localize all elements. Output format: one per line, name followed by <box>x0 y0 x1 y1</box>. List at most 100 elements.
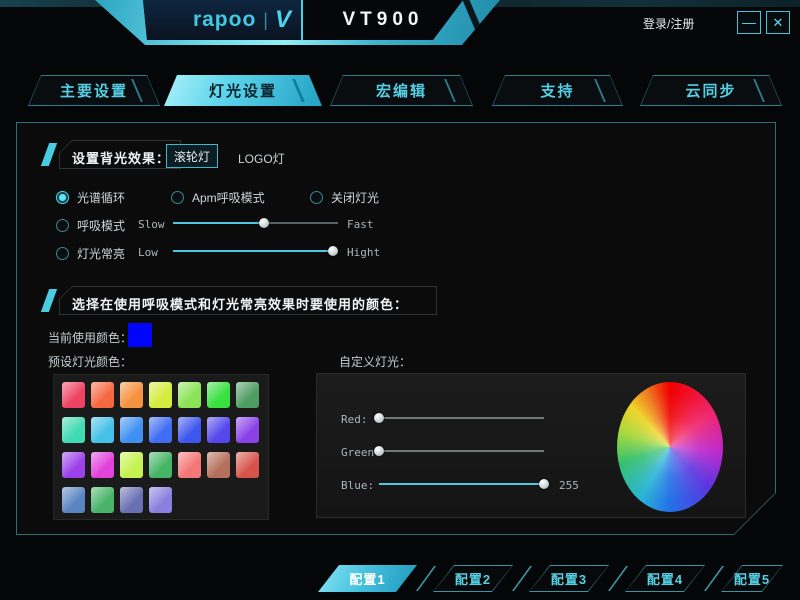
close-button[interactable]: ✕ <box>766 11 790 34</box>
radio-label: Apm呼吸模式 <box>192 191 265 205</box>
radio-spectrum-cycle[interactable] <box>56 191 69 204</box>
preset-color-swatch[interactable] <box>178 417 201 443</box>
color-wheel[interactable] <box>617 382 723 512</box>
tab-cloud-sync[interactable]: 云同步 <box>640 75 782 106</box>
breath-speed-slider[interactable] <box>173 217 338 229</box>
preset-colors-label: 预设灯光颜色： <box>48 355 133 369</box>
preset-color-swatch[interactable] <box>149 417 172 443</box>
preset-color-swatch[interactable] <box>120 382 143 408</box>
content-panel: 设置背光效果： 滚轮灯 LOGO灯 光谱循环 Apm呼吸模式 关闭灯光 呼吸模式… <box>17 123 775 534</box>
preset-color-grid <box>53 374 269 520</box>
preset-color-swatch[interactable] <box>91 417 114 443</box>
header-logo-inner: rapoo | V VT900 <box>105 0 463 40</box>
minimize-button[interactable]: — <box>737 11 761 34</box>
preset-color-swatch[interactable] <box>120 487 143 513</box>
radio-label: 灯光常亮 <box>77 247 126 261</box>
profile-tab-label: 配置3 <box>550 572 588 587</box>
profile-tab-label: 配置2 <box>454 572 492 587</box>
tab-label: 主要设置 <box>59 83 128 100</box>
tab-macro-edit[interactable]: 宏编辑 <box>330 75 473 106</box>
slider-min-label: Slow <box>138 218 165 231</box>
section-slash-icon <box>41 143 57 166</box>
profile-tab-1[interactable]: 配置1 <box>318 565 417 592</box>
green-slider[interactable] <box>379 445 544 457</box>
radio-steady-light[interactable] <box>56 247 69 260</box>
preset-color-swatch[interactable] <box>120 452 143 478</box>
logo-light-button[interactable]: LOGO灯 <box>238 152 285 166</box>
wheel-light-button[interactable]: 滚轮灯 <box>166 144 218 168</box>
preset-color-swatch[interactable] <box>236 452 259 478</box>
blue-slider-label: Blue: <box>341 479 375 492</box>
slider-thumb[interactable] <box>259 218 269 228</box>
logo-divider <box>301 0 303 40</box>
custom-light-label: 自定义灯光： <box>339 355 412 369</box>
tab-label: 宏编辑 <box>375 83 427 100</box>
tab-light-settings[interactable]: 灯光设置 <box>164 75 322 106</box>
section-tag-colors <box>59 286 437 315</box>
mode-option-light-off[interactable]: 关闭灯光 <box>310 189 379 206</box>
red-slider-label: Red: <box>341 413 368 426</box>
preset-color-swatch[interactable] <box>120 417 143 443</box>
brand-logo: rapoo | V <box>105 0 301 40</box>
preset-color-swatch[interactable] <box>62 452 85 478</box>
profile-tab-4[interactable]: 配置4 <box>625 565 705 592</box>
header-wing-stripe <box>463 0 487 40</box>
tab-support[interactable]: 支持 <box>492 75 623 106</box>
slider-thumb[interactable] <box>539 479 549 489</box>
mode-option-apm-breath[interactable]: Apm呼吸模式 <box>171 189 265 206</box>
slider-thumb[interactable] <box>328 246 338 256</box>
custom-light-panel: Red: Green: Blue: 255 <box>316 373 746 518</box>
preset-color-swatch[interactable] <box>149 487 172 513</box>
tab-label: 云同步 <box>685 83 737 100</box>
blue-slider[interactable] <box>379 478 544 490</box>
mode-option-spectrum[interactable]: 光谱循环 <box>56 189 125 206</box>
slider-min-label: Low <box>138 246 158 259</box>
radio-apm-breath[interactable] <box>171 191 184 204</box>
model-name: VT900 <box>342 9 424 30</box>
green-slider-label: Green: <box>341 446 381 459</box>
preset-color-swatch[interactable] <box>178 382 201 408</box>
preset-color-swatch[interactable] <box>149 452 172 478</box>
profile-tab-label: 配置1 <box>349 572 386 587</box>
brand-v-icon: V <box>274 6 291 33</box>
preset-color-swatch[interactable] <box>236 417 259 443</box>
login-register-link[interactable]: 登录/注册 <box>643 17 695 31</box>
preset-color-swatch[interactable] <box>149 382 172 408</box>
slider-thumb[interactable] <box>374 446 384 456</box>
slider-max-label: Hight <box>347 246 381 259</box>
preset-color-swatch[interactable] <box>91 382 114 408</box>
current-color-swatch <box>128 323 152 347</box>
slider-thumb[interactable] <box>374 413 384 423</box>
radio-breath-mode[interactable] <box>56 219 69 232</box>
preset-color-swatch[interactable] <box>62 487 85 513</box>
preset-color-swatch[interactable] <box>207 382 230 408</box>
tab-label: 灯光设置 <box>208 83 277 100</box>
radio-label: 关闭灯光 <box>331 191 380 205</box>
preset-color-swatch[interactable] <box>62 382 85 408</box>
red-slider[interactable] <box>379 412 544 424</box>
model-plate: VT900 <box>303 0 463 40</box>
preset-color-swatch[interactable] <box>178 452 201 478</box>
preset-color-swatch[interactable] <box>207 452 230 478</box>
slider-max-label: Fast <box>347 218 374 231</box>
preset-color-swatch[interactable] <box>91 452 114 478</box>
radio-label: 光谱循环 <box>77 191 126 205</box>
mode-option-steady[interactable]: 灯光常亮 <box>56 245 125 262</box>
profile-tab-5[interactable]: 配置5 <box>721 565 783 592</box>
section-tag-backlight <box>59 140 181 169</box>
profile-tab-2[interactable]: 配置2 <box>433 565 513 592</box>
color-section-title: 选择在使用呼吸模式和灯光常亮效果时要使用的颜色： <box>72 297 409 312</box>
preset-color-swatch[interactable] <box>91 487 114 513</box>
preset-color-swatch[interactable] <box>236 382 259 408</box>
backlight-section-title: 设置背光效果： <box>72 151 171 166</box>
mode-option-breath[interactable]: 呼吸模式 <box>56 217 125 234</box>
tab-main-settings[interactable]: 主要设置 <box>28 75 160 106</box>
header-logo-plate: rapoo | V VT900 <box>95 0 500 45</box>
profile-tab-3[interactable]: 配置3 <box>529 565 609 592</box>
preset-color-swatch[interactable] <box>207 417 230 443</box>
radio-label: 呼吸模式 <box>77 219 126 233</box>
preset-color-swatch[interactable] <box>62 417 85 443</box>
radio-light-off[interactable] <box>310 191 323 204</box>
brightness-slider[interactable] <box>173 245 338 257</box>
